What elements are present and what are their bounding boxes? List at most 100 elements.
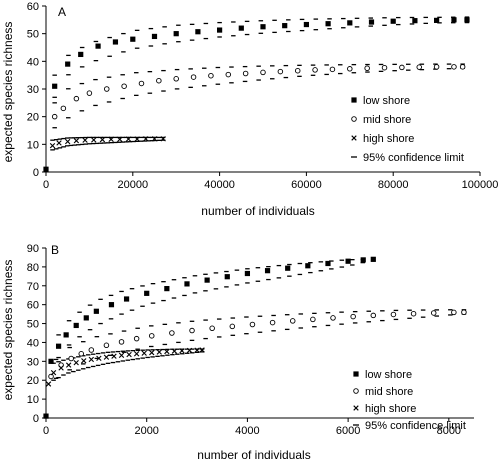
mid-shore-point (347, 66, 353, 72)
low-shore-point (55, 343, 62, 349)
low-shore-point (195, 29, 201, 35)
panel-a-axes: 0 10 20 30 40 50 60 0 20000 40000 60000 80000 100000 (27, 1, 499, 191)
low-shore-point (282, 23, 288, 29)
mid-shore-point (329, 66, 336, 73)
low-shore-point (345, 258, 351, 264)
high-shore-point (103, 354, 110, 360)
x-tick-label: 20000 (118, 179, 149, 191)
high-shore-point (194, 347, 200, 353)
high-shore-point (117, 136, 123, 143)
low-shore-point (93, 308, 99, 314)
low-shore-point (52, 83, 58, 89)
high-shore-point (45, 381, 52, 387)
y-tick-label: 20 (27, 375, 39, 387)
high-shore-point (133, 351, 140, 357)
low-shore-point (325, 21, 331, 27)
low-shore-point (184, 281, 190, 287)
legend-label-low-shore: low shore (365, 369, 412, 381)
panel-b-confidence-limits (51, 258, 467, 381)
low-shore-point (164, 286, 170, 292)
low-shore-point (43, 166, 49, 172)
panel-a-y-axis-title: expected species richness (1, 22, 15, 163)
mid-shore-point (103, 342, 110, 349)
y-tick-label: 60 (27, 300, 39, 312)
mid-shore-point (294, 67, 301, 74)
high-shore-point (108, 136, 114, 143)
mid-shore-point (310, 316, 316, 323)
y-tick-label: 40 (27, 56, 39, 68)
low-shore-point (108, 302, 115, 308)
high-shore-point (151, 136, 158, 142)
low-shore-point (370, 256, 376, 262)
high-shore-point (149, 349, 155, 356)
low-shore-point (43, 413, 49, 419)
legend-symbol-high-shore (351, 135, 357, 141)
legend-label-high-shore: high shore (363, 133, 414, 145)
high-shore-point (91, 137, 97, 143)
mid-shore-point (68, 355, 74, 362)
mid-shore-point (209, 325, 215, 332)
low-shore-point (123, 296, 130, 302)
high-shore-point (96, 355, 102, 362)
mid-shore-point (430, 310, 437, 316)
x-tick-label: 0 (43, 425, 49, 437)
low-shore-point (144, 290, 150, 296)
high-shore-point (65, 362, 72, 368)
x-tick-label: 6000 (336, 425, 360, 437)
y-tick-label: 50 (27, 319, 39, 331)
low-shore-point (390, 18, 396, 24)
y-tick-label: 50 (27, 29, 39, 41)
high-shore-point (199, 347, 205, 353)
x-tick-label: 2000 (134, 425, 158, 437)
low-shore-point (368, 19, 375, 25)
mid-shore-point (370, 312, 377, 319)
high-shore-point (73, 138, 80, 144)
legend-symbol-mid-shore (353, 388, 359, 394)
y-tick-label: 70 (27, 281, 39, 293)
panel-a-data-points (43, 17, 470, 172)
mid-shore-point (138, 80, 145, 87)
low-shore-point (151, 33, 158, 40)
y-tick-label: 0 (33, 167, 39, 179)
low-shore-point (217, 27, 223, 33)
x-tick-label: 80000 (378, 179, 409, 191)
mid-shore-point (459, 64, 466, 70)
y-tick-label: 30 (27, 84, 39, 96)
mid-shore-point (225, 71, 232, 78)
low-shore-point (130, 36, 136, 42)
low-shore-point (347, 20, 353, 26)
high-shore-point (50, 369, 57, 376)
mid-shore-point (289, 318, 296, 324)
x-tick-label: 60000 (291, 179, 322, 191)
mid-shore-point (330, 315, 336, 321)
high-shore-point (58, 365, 64, 371)
legend-symbol-low-shore (353, 371, 359, 377)
legend-label-high-shore: high shore (365, 403, 416, 415)
mid-shore-point (461, 309, 467, 315)
low-shore-point (65, 61, 71, 67)
legend-label-mid-shore: mid shore (365, 386, 413, 398)
mid-shore-point (118, 339, 125, 345)
mid-shore-point (208, 72, 214, 79)
mid-shore-point (60, 105, 67, 112)
y-tick-label: 60 (27, 1, 39, 13)
low-shore-point (360, 257, 366, 263)
mid-shore-point (148, 333, 155, 339)
high-shore-point (179, 348, 185, 354)
panel-b-x-axis-title: number of individuals (197, 448, 310, 462)
legend-label-confidence-limit: 95% confidence limit (365, 420, 466, 432)
low-shore-point (78, 51, 84, 58)
y-tick-label: 0 (33, 413, 39, 425)
mid-shore-point (133, 335, 140, 342)
mid-shore-point (156, 77, 162, 84)
mid-shore-point (433, 64, 440, 70)
legend-label-low-shore: low shore (363, 95, 410, 107)
mid-shore-point (381, 64, 388, 71)
y-tick-label: 90 (27, 243, 39, 255)
low-shore-point (173, 31, 179, 37)
high-shore-point (118, 352, 125, 358)
low-shore-point (244, 270, 251, 277)
x-tick-label: 0 (43, 179, 49, 191)
low-shore-point (204, 277, 210, 283)
